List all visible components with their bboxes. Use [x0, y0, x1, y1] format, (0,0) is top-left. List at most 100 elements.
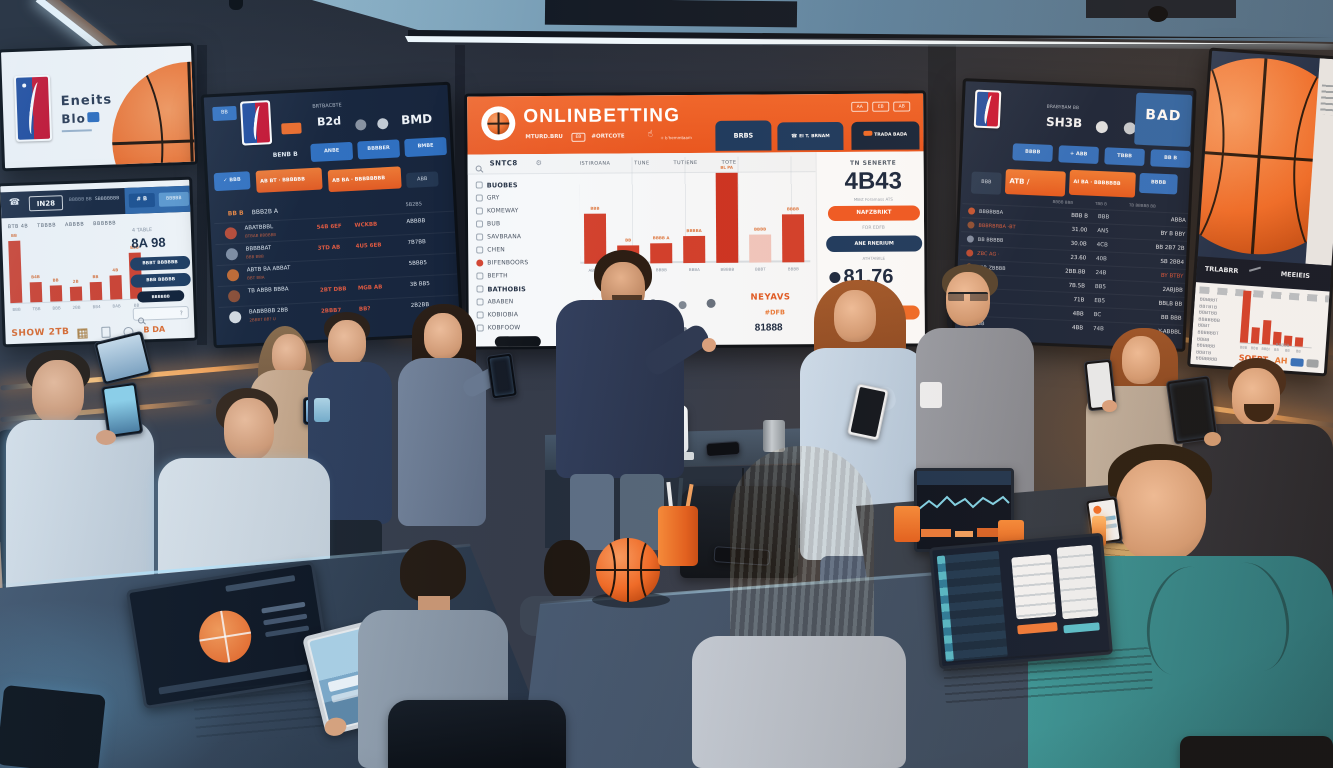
bar	[1261, 319, 1272, 345]
ticker-left: TRLABRR	[1204, 264, 1239, 276]
sidebar-item-label: CHEN	[487, 246, 506, 254]
pen-icon	[1248, 266, 1262, 272]
desk-monitor	[914, 468, 1014, 552]
row-label: BBBRBRBA -BT	[978, 222, 1016, 230]
footer-label: BBBBBB	[142, 337, 160, 344]
orange-cup-1	[894, 506, 920, 542]
phone-icon: ☎	[8, 197, 21, 209]
board-banner-1: AB BT · BBBBBB	[255, 167, 323, 193]
sidebar-black-pill	[494, 336, 541, 348]
row-col-3: 2ABJBB	[1162, 286, 1183, 294]
left-dash-bar-chart: BB B4B BB 2B BB 4B B2B	[8, 233, 143, 305]
team-icon	[967, 221, 975, 229]
bar-value: BB	[52, 277, 59, 283]
banner-title-underline	[61, 129, 92, 133]
bar: BB	[89, 274, 103, 301]
steel-mug	[763, 420, 785, 452]
phone-screen	[489, 355, 515, 397]
banner-title-line2: Blo	[61, 111, 87, 127]
right-laptop-card-1	[1011, 554, 1057, 620]
bar: BL PA	[715, 165, 739, 263]
person-beige-woman-head	[272, 334, 306, 376]
left-dash-button-2: BBB BBBBB	[130, 272, 191, 288]
bar-value: B4B	[30, 274, 40, 280]
right-laptop-screen	[929, 532, 1113, 670]
wall-seam-1	[197, 45, 207, 345]
phone-app-dot	[1092, 505, 1102, 515]
bar-value: BBBB	[753, 226, 767, 232]
bar-label: BBB	[52, 305, 61, 311]
team-icon	[228, 310, 242, 324]
sidebar-item-icon	[476, 246, 484, 254]
mini-bar-chart	[1239, 290, 1315, 349]
row-col-1: 4BB	[1072, 310, 1084, 318]
left-dash-chip1: # B	[128, 192, 156, 208]
site-logo-basketball	[487, 112, 510, 135]
row-col-1: 7B.5B	[1068, 282, 1086, 290]
white-mug	[920, 382, 942, 408]
bar-value: BBBB	[786, 206, 800, 212]
avatar-circle-1	[1095, 120, 1109, 134]
mini-menu: BBBBBT BBTBTB BBBTBB BBBBBBB BBBT BBBBBBT BBBB…	[1195, 297, 1238, 365]
row-sublabel: BBB BBB	[245, 253, 264, 260]
site-logo-circle	[481, 106, 516, 141]
person-teal-man-head	[1116, 460, 1206, 562]
team-icon	[224, 227, 238, 240]
column-header: ABBBB	[64, 221, 85, 229]
side-panel-text	[1319, 84, 1333, 116]
board-tile: BBB	[970, 171, 1002, 195]
board-header-right: 5B2B5	[405, 201, 423, 209]
center-footer-value: 81888	[754, 322, 783, 334]
hoodie-seam	[1207, 555, 1299, 679]
table-basketball	[596, 538, 660, 602]
sidebar-item-icon	[476, 311, 484, 319]
board-banner-1: ATB /	[1004, 168, 1066, 197]
bar-label: BBB	[12, 306, 21, 312]
sidebar-item-icon	[475, 207, 483, 215]
row-sublabel: BTBAB BBBBBB	[244, 231, 277, 239]
sidebar-item-icon	[475, 220, 484, 228]
sidebar-item: CHEN	[476, 243, 576, 257]
laptop-left-logo-circle	[195, 606, 255, 667]
sidebar-item-icon	[476, 272, 484, 280]
blue-button: ANBE	[310, 141, 354, 163]
board-chip: BB	[212, 105, 237, 122]
bar: 4B	[109, 267, 123, 300]
sidebar-item-icon	[476, 324, 484, 332]
panel-note: MBst Foramass ATS	[853, 196, 893, 202]
avatar-circle-1	[355, 119, 367, 131]
bar-value: BB	[625, 237, 632, 243]
bar	[1239, 290, 1252, 343]
panel-value: 4B43	[844, 167, 903, 195]
nba-logo-colors	[975, 91, 1000, 127]
bar-label: BB	[1284, 348, 1290, 353]
ceiling-speaker	[1148, 6, 1168, 22]
team-icon	[225, 247, 239, 261]
sidebar-item-icon	[475, 181, 483, 189]
header-tab-2: ☎ EI T. BRNAM	[777, 121, 844, 151]
sidebar-item-label: BUB	[486, 220, 501, 228]
wall-seam-2	[455, 45, 465, 345]
row-sublabel: BBT BBA	[247, 274, 265, 281]
person-blonde-woman-body	[692, 636, 906, 768]
banner-title-line1: Eneits	[60, 92, 113, 110]
seam	[487, 122, 510, 125]
row-col-1: 71B	[1073, 296, 1085, 304]
sidebar-item: BEFTH	[476, 269, 576, 283]
hand-cursor-icon: ☝	[647, 129, 653, 140]
person-auburn-woman-hand	[1102, 400, 1117, 412]
sidebar-item-icon	[476, 298, 484, 306]
ceiling-sensor	[229, 0, 243, 10]
sidebar-item-label: KOBFOOW	[487, 324, 521, 332]
laptop-left-row-3	[265, 625, 310, 638]
bar-label: BBBBB	[720, 266, 735, 272]
bar-label: BB	[1295, 349, 1301, 354]
ceiling-shadow-edge	[408, 30, 1333, 38]
board-blue-buttons: ANBE BBBBER BMBE	[310, 136, 448, 163]
laptop-left-header-bar	[225, 575, 296, 592]
bar-label: BB4	[92, 303, 101, 310]
bar: BBBB	[749, 227, 772, 263]
row-label: ABTB BA ABBAT	[246, 265, 291, 274]
row-odd-1: 54B 6EF	[316, 223, 342, 231]
